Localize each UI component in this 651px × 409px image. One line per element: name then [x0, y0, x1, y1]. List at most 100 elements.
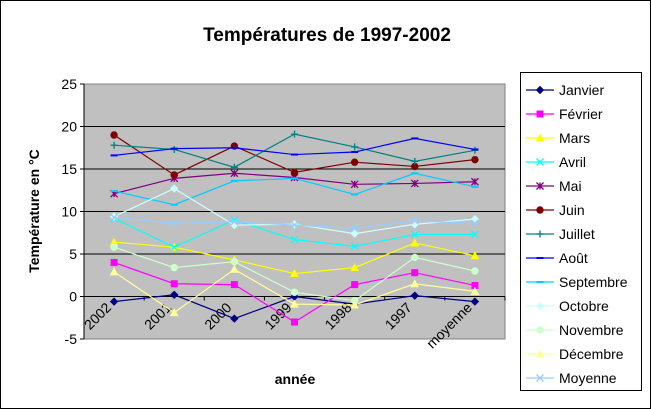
- legend-item: Mai: [521, 175, 641, 199]
- data-point: [410, 279, 420, 288]
- data-point: [110, 259, 118, 266]
- data-point: [536, 326, 544, 334]
- data-point: [290, 168, 299, 177]
- data-point: [470, 219, 479, 228]
- data-point: [230, 281, 238, 289]
- y-tick-label: 25: [61, 76, 77, 92]
- series-11: [109, 264, 480, 317]
- data-point: [291, 318, 298, 326]
- legend-label: Juin: [559, 202, 585, 218]
- y-tick-labels: -5 0 5 10 15 20 25: [61, 76, 77, 347]
- data-point: [471, 155, 479, 164]
- legend-swatch: [526, 182, 554, 190]
- y-tick-label: 20: [61, 119, 77, 135]
- data-point: [536, 182, 544, 190]
- data-point: [470, 251, 480, 260]
- y-axis-label: Température en °C: [26, 149, 42, 273]
- data-point: [290, 268, 299, 278]
- legend-label: Avril: [559, 154, 586, 170]
- data-point: [410, 179, 419, 188]
- legend-swatch: [526, 133, 554, 142]
- data-point: [170, 290, 179, 300]
- legend-label: Juillet: [559, 226, 595, 242]
- y-tick-label: 0: [69, 289, 77, 305]
- data-point: [535, 349, 545, 358]
- y-tick-label: -5: [65, 331, 78, 347]
- data-point: [410, 291, 419, 300]
- data-point: [350, 180, 359, 189]
- data-point: [410, 230, 419, 239]
- legend-item: Novembre: [521, 319, 641, 343]
- series-8: [110, 172, 479, 206]
- data-point: [230, 314, 239, 323]
- legend-item: Décembre: [521, 343, 641, 367]
- legend-swatch: [526, 301, 554, 311]
- data-point: [350, 224, 359, 233]
- data-point: [350, 242, 359, 251]
- data-point: [290, 221, 299, 230]
- legend-label: Février: [559, 106, 603, 122]
- legend-label: Novembre: [559, 322, 624, 338]
- series-10: [110, 243, 479, 305]
- legend-swatch: [526, 349, 554, 358]
- series-7: [110, 137, 479, 157]
- data-point: [351, 143, 359, 151]
- data-point: [411, 253, 419, 262]
- data-point: [110, 243, 118, 251]
- data-point: [536, 230, 544, 238]
- legend-item: Juillet: [521, 223, 641, 247]
- chart-title: Températures de 1997-2002: [203, 25, 451, 46]
- legend-label: Octobre: [559, 298, 609, 314]
- data-point: [109, 297, 119, 306]
- data-point: [290, 299, 299, 308]
- data-point: [535, 85, 545, 95]
- data-point: [230, 169, 239, 178]
- legend-label: Août: [559, 250, 588, 266]
- data-point: [109, 267, 119, 276]
- legend-item: Moyenne: [521, 367, 641, 391]
- legend-swatch: [526, 326, 554, 334]
- legend-label: Mars: [559, 130, 591, 146]
- data-point: [170, 171, 178, 179]
- data-point: [470, 177, 479, 186]
- data-point: [170, 184, 179, 193]
- data-point: [350, 158, 359, 166]
- series-1: [110, 259, 479, 326]
- legend-item: Août: [521, 247, 641, 271]
- legend-label: Moyenne: [559, 370, 617, 386]
- legend-item: Juin: [521, 199, 641, 223]
- data-point: [350, 300, 359, 309]
- legend-swatch: [526, 281, 554, 283]
- legend-label: Mai: [559, 178, 582, 194]
- data-point: [230, 217, 239, 226]
- data-point: [536, 110, 544, 118]
- legend-swatch: [526, 374, 554, 382]
- data-point: [170, 243, 179, 252]
- legend-item: Janvier: [521, 79, 641, 103]
- legend-swatch: [526, 257, 554, 259]
- data-point: [290, 288, 299, 296]
- data-point: [535, 301, 545, 311]
- data-point: [350, 229, 359, 238]
- legend-swatch: [526, 206, 554, 214]
- data-point: [536, 206, 544, 214]
- legend-swatch: [526, 85, 554, 95]
- legend-label: Janvier: [559, 82, 605, 98]
- y-tick-label: 15: [61, 161, 77, 177]
- data-point: [110, 213, 119, 222]
- legend-item: Février: [521, 103, 641, 127]
- legend-item: Avril: [521, 151, 641, 175]
- legend-label: Septembre: [559, 274, 628, 290]
- data-point: [411, 269, 419, 277]
- data-point: [290, 235, 299, 244]
- data-point: [170, 219, 179, 228]
- data-point: [470, 297, 480, 306]
- data-point: [350, 263, 359, 272]
- data-point: [110, 141, 118, 149]
- data-point: [351, 281, 359, 289]
- data-point: [535, 133, 545, 142]
- series-lines: [109, 130, 480, 326]
- data-point: [170, 263, 178, 272]
